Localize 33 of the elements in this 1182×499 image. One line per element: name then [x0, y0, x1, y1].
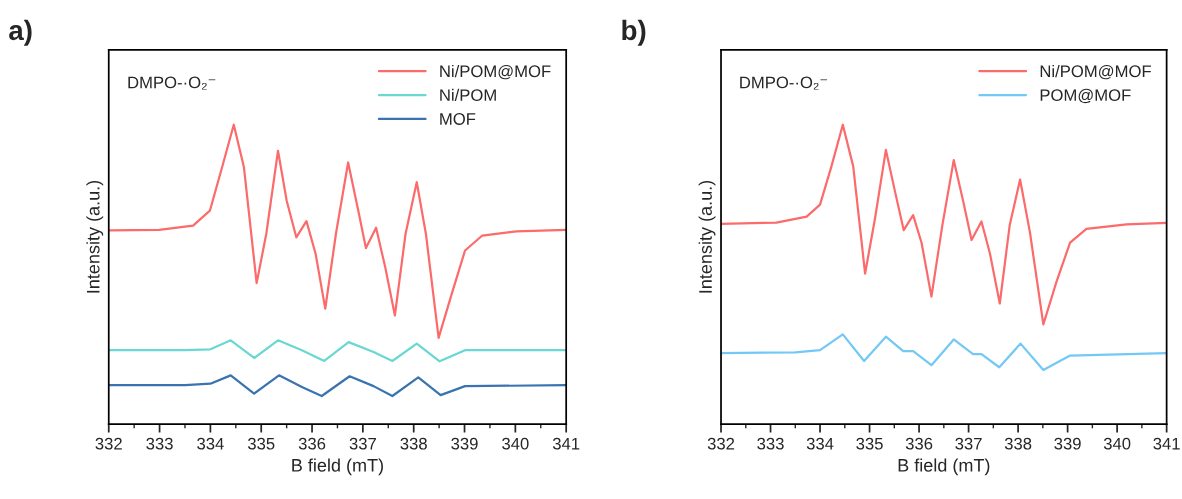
x-tick-label: 340: [1103, 437, 1131, 450]
x-tick-label: 340: [502, 437, 529, 450]
x-tick-label: 335: [247, 437, 275, 450]
chart-title: a): [9, 19, 32, 46]
x-tick-label: 334: [806, 437, 834, 450]
legend-label: Ni/POM@MOF: [440, 64, 551, 80]
legend-label: Ni/POM@MOF: [1040, 64, 1151, 80]
x-tick-label: 332: [95, 437, 122, 450]
x-axis-title: B field (mT): [898, 458, 990, 476]
legend-label: MOF: [440, 113, 476, 125]
x-tick-label: 341: [1153, 437, 1180, 450]
x-tick-label: 335: [856, 437, 883, 450]
y-axis-title: Intensity (a.u.): [698, 180, 716, 293]
x-tick-label: 332: [707, 437, 735, 450]
x-tick-label: 337: [349, 437, 376, 450]
x-tick-label: 336: [905, 437, 933, 450]
text: DMPO-·O₂⁻: [740, 76, 828, 90]
x-tick-label: 333: [146, 437, 173, 450]
text: DMPO-·O₂⁻: [128, 76, 216, 90]
x-tick-label: 338: [1004, 437, 1032, 450]
legend-label: Ni/POM: [440, 88, 496, 102]
x-tick-label: 341: [552, 437, 580, 450]
x-tick-label: 336: [298, 437, 326, 450]
x-tick-label: 339: [451, 437, 478, 450]
x-tick-label: 334: [197, 437, 224, 450]
y-axis-title: Intensity (a.u.): [86, 180, 104, 293]
x-tick-label: 337: [955, 437, 982, 450]
x-tick-label: 338: [400, 437, 427, 450]
legend-label: POM@MOF: [1040, 88, 1131, 104]
x-tick-label: 339: [1054, 437, 1081, 450]
x-axis-title: B field (mT): [292, 458, 383, 476]
chart-title: b): [622, 19, 646, 46]
x-tick-label: 333: [757, 437, 784, 450]
